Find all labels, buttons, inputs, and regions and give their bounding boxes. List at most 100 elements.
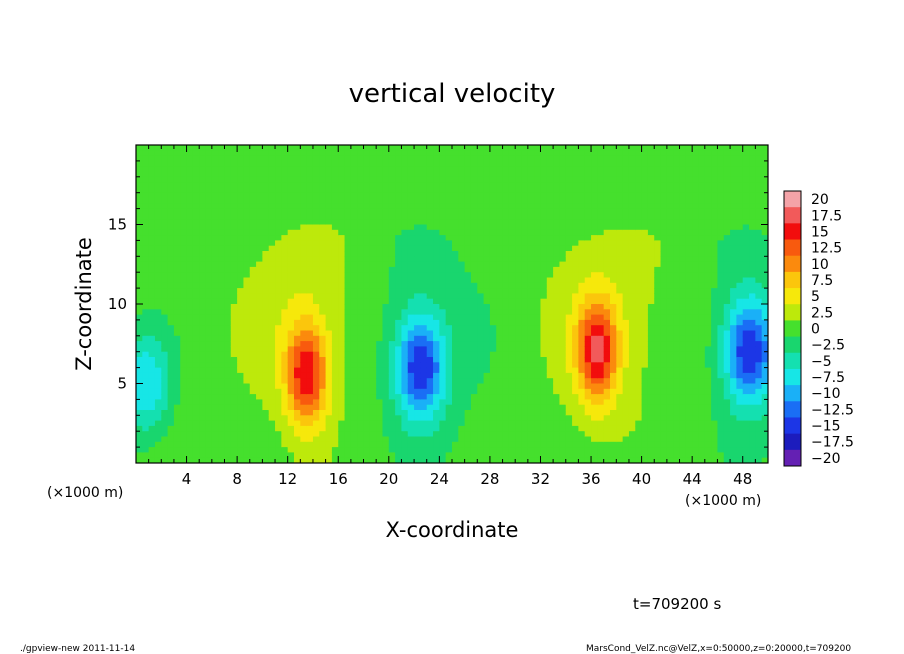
heatmap-cell	[230, 266, 238, 273]
heatmap-cell	[363, 367, 371, 374]
heatmap-cell	[647, 293, 655, 300]
heatmap-cell	[603, 330, 611, 337]
heatmap-cell	[622, 166, 630, 173]
heatmap-cell	[142, 155, 150, 162]
heatmap-cell	[401, 145, 409, 151]
heatmap-cell	[559, 388, 567, 395]
heatmap-cell	[268, 192, 276, 199]
heatmap-cell	[527, 330, 535, 337]
heatmap-cell	[584, 394, 592, 400]
heatmap-cell	[306, 447, 314, 453]
heatmap-cell	[192, 394, 200, 400]
heatmap-cell	[369, 160, 377, 167]
heatmap-cell	[224, 388, 232, 395]
heatmap-cell	[458, 394, 466, 400]
heatmap-cell	[180, 431, 188, 438]
heatmap-cell	[458, 404, 466, 411]
heatmap-cell	[635, 298, 643, 305]
heatmap-cell	[635, 346, 643, 353]
heatmap-cell	[243, 341, 251, 347]
heatmap-cell	[256, 425, 263, 432]
heatmap-cell	[572, 341, 579, 347]
heatmap-cell	[584, 457, 592, 463]
heatmap-cell	[325, 404, 333, 411]
heatmap-cell	[186, 357, 194, 363]
heatmap-cell	[363, 166, 371, 173]
heatmap-cell	[610, 235, 617, 241]
heatmap-cell	[572, 187, 579, 194]
heatmap-cell	[249, 335, 257, 342]
heatmap-cell	[357, 298, 365, 305]
heatmap-cell	[173, 341, 181, 347]
heatmap-cell	[483, 319, 491, 326]
heatmap-cell	[136, 182, 143, 188]
heatmap-cell	[161, 452, 169, 459]
heatmap-cell	[458, 441, 466, 448]
heatmap-cell	[205, 378, 213, 385]
heatmap-cell	[445, 145, 453, 151]
heatmap-cell	[540, 319, 548, 326]
heatmap-cell	[414, 362, 421, 369]
heatmap-cell	[452, 176, 459, 183]
heatmap-cell	[527, 288, 535, 294]
heatmap-cell	[350, 410, 358, 416]
heatmap-cell	[553, 431, 561, 438]
heatmap-cell	[420, 319, 428, 326]
heatmap-cell	[616, 213, 624, 220]
heatmap-cell	[414, 404, 421, 411]
heatmap-cell	[268, 383, 276, 390]
heatmap-cell	[180, 240, 188, 247]
heatmap-cell	[572, 245, 579, 252]
heatmap-cell	[205, 367, 213, 374]
heatmap-cell	[628, 304, 636, 310]
heatmap-cell	[306, 251, 314, 257]
heatmap-cell	[211, 203, 219, 210]
heatmap-cell	[414, 314, 421, 321]
heatmap-cell	[167, 155, 175, 162]
heatmap-cell	[565, 192, 573, 199]
heatmap-cell	[281, 240, 289, 247]
heatmap-cell	[407, 261, 415, 268]
heatmap-cell	[452, 282, 459, 289]
heatmap-cell	[161, 272, 169, 279]
heatmap-cell	[376, 325, 384, 332]
heatmap-cell	[591, 404, 598, 411]
heatmap-cell	[395, 362, 403, 369]
heatmap-cell	[521, 309, 529, 316]
heatmap-cell	[199, 452, 207, 459]
heatmap-cell	[496, 171, 504, 178]
heatmap-cell	[161, 383, 169, 390]
heatmap-cell	[616, 224, 624, 231]
heatmap-cell	[597, 182, 605, 188]
heatmap-cell	[369, 452, 377, 459]
heatmap-cell	[496, 145, 504, 151]
heatmap-cell	[319, 367, 327, 374]
heatmap-cell	[338, 288, 346, 294]
heatmap-cell	[521, 208, 529, 215]
heatmap-cell	[237, 150, 245, 157]
heatmap-cell	[300, 171, 308, 178]
heatmap-cell	[363, 282, 371, 289]
heatmap-cell	[186, 378, 194, 385]
heatmap-cell	[230, 219, 238, 226]
heatmap-cell	[363, 309, 371, 316]
heatmap-cell	[553, 314, 561, 321]
heatmap-cell	[338, 404, 346, 411]
heatmap-cell	[515, 224, 523, 231]
heatmap-cell	[287, 436, 295, 443]
heatmap-cell	[445, 441, 453, 448]
heatmap-cell	[578, 261, 586, 268]
heatmap-cell	[369, 394, 377, 400]
heatmap-cell	[591, 192, 598, 199]
heatmap-cell	[136, 251, 143, 257]
heatmap-cell	[199, 415, 207, 422]
heatmap-cell	[382, 182, 390, 188]
heatmap-cell	[230, 145, 238, 151]
heatmap-cell	[534, 457, 542, 463]
heatmap-cell	[256, 383, 263, 390]
heatmap-cell	[597, 298, 605, 305]
heatmap-cell	[470, 452, 478, 459]
heatmap-cell	[603, 213, 611, 220]
heatmap-cell	[173, 319, 181, 326]
heatmap-cell	[508, 410, 516, 416]
